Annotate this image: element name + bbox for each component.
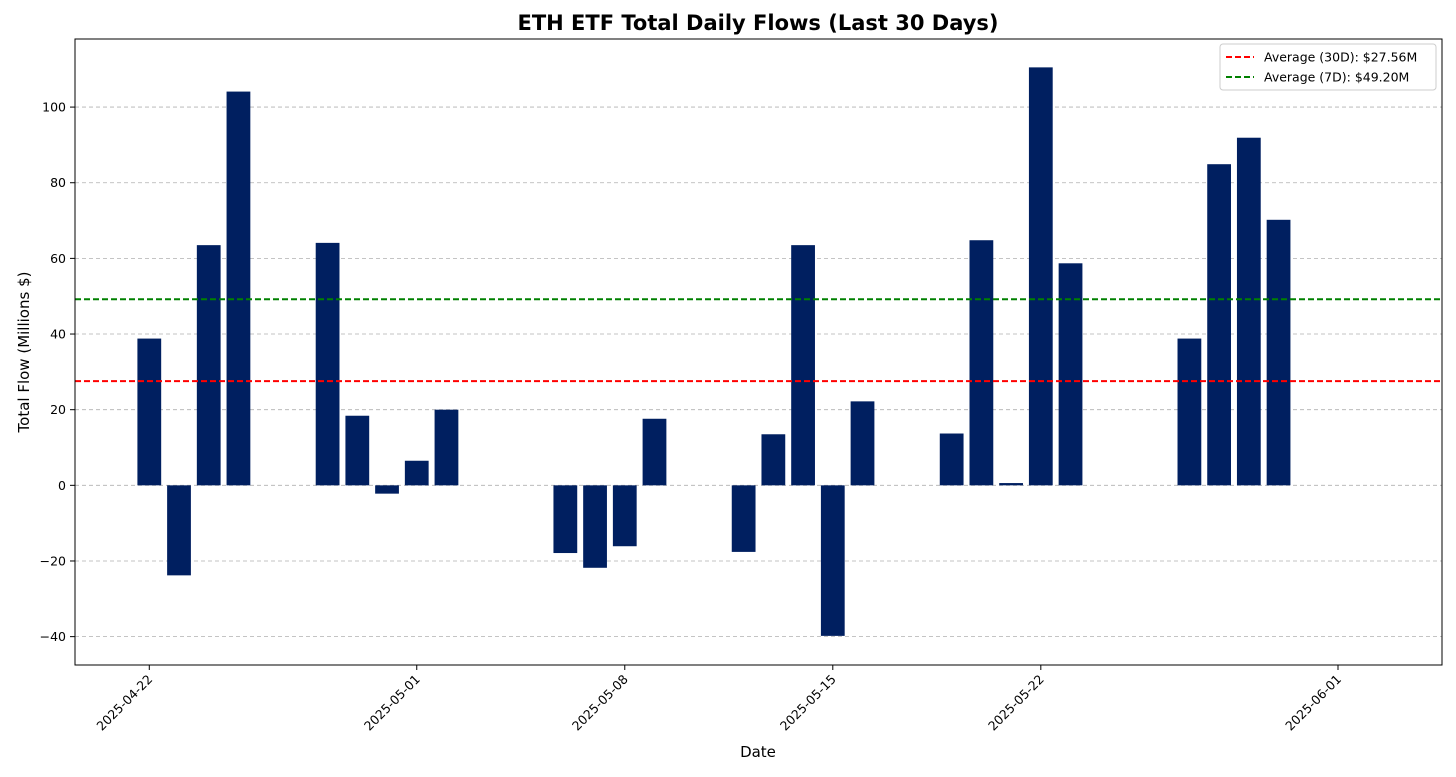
legend-box [1219, 43, 1437, 91]
legend: Average (30D): $27.56M Average (7D): $49… [1219, 43, 1437, 91]
reference-lines [75, 298, 1442, 383]
x-tick-label: 2025-05-01 [361, 672, 423, 734]
x-axis-ticks: 2025-04-22 2025-05-01 2025-05-08 2025-05-15… [93, 665, 1344, 733]
bar [850, 401, 875, 486]
y-tick-label: 100 [42, 100, 66, 115]
bar [612, 485, 637, 547]
bar [820, 485, 845, 636]
y-tick-label: 80 [50, 175, 66, 190]
bar [939, 433, 964, 486]
y-tick-label: 60 [50, 251, 66, 266]
bar [969, 240, 994, 486]
legend-label-30d: Average (30D): $27.56M [1264, 50, 1417, 65]
bar [642, 418, 667, 486]
y-tick-label: −40 [40, 629, 66, 644]
bar [226, 91, 251, 486]
plot-frame [74, 38, 1443, 666]
chart-title: ETH ETF Total Daily Flows (Last 30 Days) [517, 11, 998, 35]
bar [1266, 219, 1291, 486]
legend-label-7d: Average (7D): $49.20M [1264, 70, 1409, 85]
x-tick-label: 2025-05-22 [985, 672, 1047, 734]
bar [1058, 263, 1083, 486]
bar [1177, 338, 1202, 486]
bar [1028, 67, 1053, 486]
y-tick-label: −20 [40, 553, 66, 568]
y-axis-ticks: −40 −20 0 20 40 60 80 100 [40, 100, 75, 644]
bar [761, 434, 786, 486]
y-axis-label: Total Flow (Millions $) [15, 272, 33, 434]
bar [345, 415, 370, 486]
y-tick-label: 40 [50, 327, 66, 342]
x-axis-label: Date [740, 743, 776, 761]
x-tick-label: 2025-06-01 [1282, 672, 1344, 734]
bar [553, 485, 578, 554]
x-tick-label: 2025-04-22 [93, 672, 155, 734]
bar [315, 242, 340, 486]
grid-lines [75, 106, 1442, 638]
x-tick-label: 2025-05-15 [777, 672, 839, 734]
y-tick-label: 0 [58, 478, 66, 493]
bar [375, 485, 399, 494]
bar [731, 485, 756, 552]
bar [999, 483, 1023, 486]
bar [434, 409, 459, 486]
bar [791, 245, 815, 486]
x-tick-label: 2025-05-08 [569, 671, 631, 733]
bar [583, 485, 607, 568]
bar [1207, 164, 1232, 486]
bar [167, 485, 191, 576]
bars [137, 67, 1291, 636]
bar [196, 245, 221, 486]
bar [137, 338, 162, 486]
bar [1236, 137, 1261, 486]
y-tick-label: 20 [50, 402, 66, 417]
bar [404, 460, 429, 486]
